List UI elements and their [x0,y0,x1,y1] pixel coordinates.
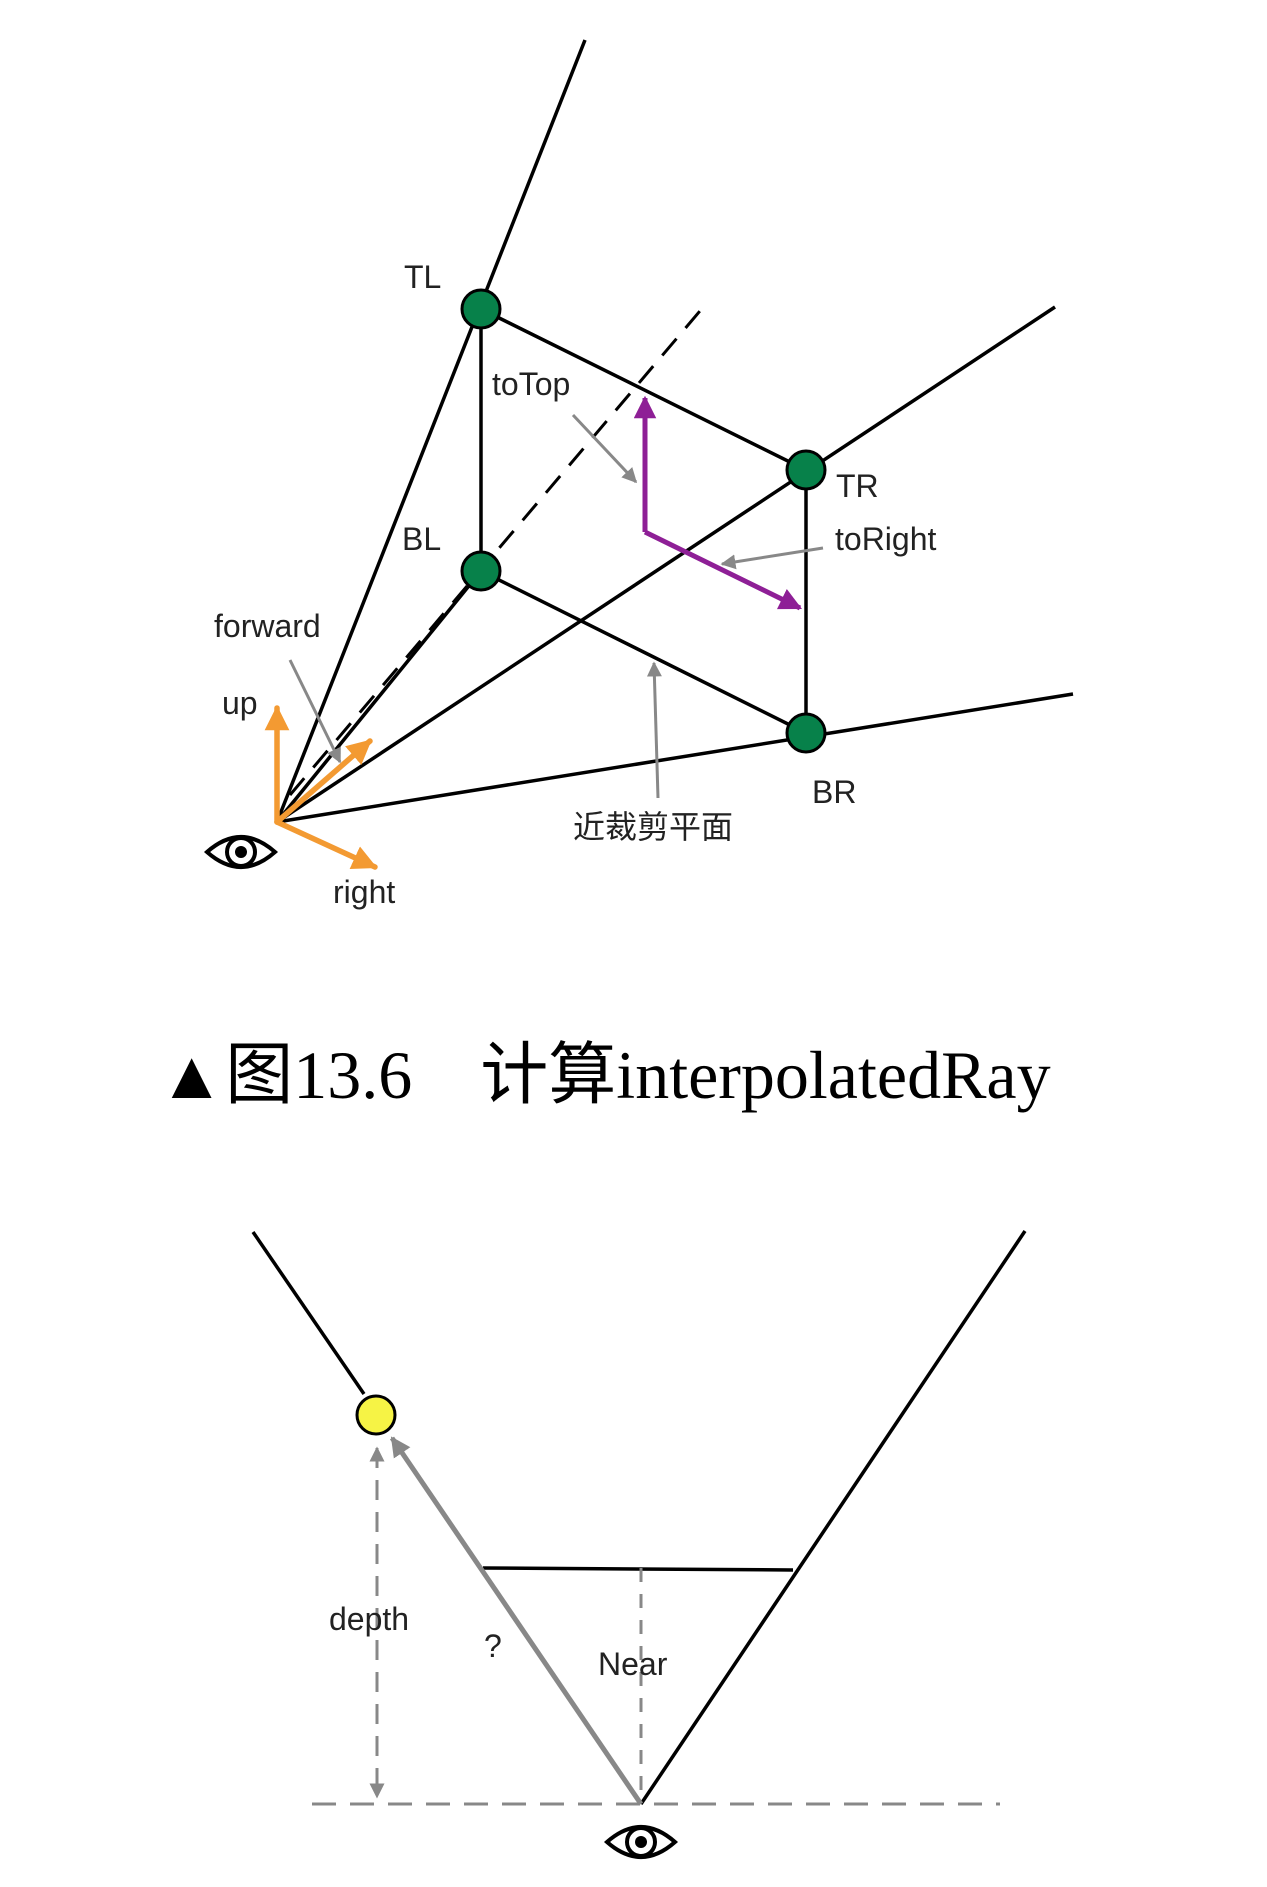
right-vector [274,819,378,870]
frustum-side-right [639,1230,1027,1805]
label-pointers [288,413,824,799]
label-to-right: toRight [835,521,937,557]
near-plane-pointer [646,661,662,799]
near-clip-plane [479,307,808,735]
label-tl: TL [404,259,441,295]
corner-nodes [460,288,827,754]
frustum-edge-top-right [276,305,1056,824]
view-frustum-sides [251,1230,1027,1805]
corner-node-br [785,712,827,754]
camera-eye-icon-2 [603,1825,679,1859]
corner-node-bl [460,550,502,592]
label-right: right [333,874,395,910]
label-up: up [222,685,258,721]
corner-node-tl [460,288,502,330]
ray-to-point [389,1436,644,1806]
scene-point [355,1394,397,1436]
frustum-edge-bottom-left [275,569,483,824]
forward-pointer [288,659,342,764]
label-forward: forward [214,608,321,644]
label-to-top: toTop [492,366,570,402]
frustum-edge-top-left [275,39,587,823]
offset-vectors [633,395,803,611]
label-tr: TR [836,468,879,504]
plane-edge-bottom [480,569,807,735]
frustum-side-left-upper [251,1231,366,1395]
camera-eye-icon [203,835,279,869]
figure-caption: ▲图13.6 计算interpolatedRay [158,1037,1051,1113]
corner-node-tr [785,449,827,491]
figure-1-frustum: TL TR BL BR toTop toRight forward up rig… [203,39,1074,910]
to-right-vector [643,529,803,611]
plane-edge-top [480,307,807,472]
forward-vector [274,738,373,825]
camera-basis [264,705,378,870]
near-plane-line [482,1566,794,1572]
frustum-edges [275,39,1074,824]
label-depth: depth [329,1601,409,1637]
figure-2-depth-reconstruction: depth ? Near [251,1230,1027,1859]
label-unknown: ? [484,1628,502,1664]
label-near-plane: 近裁剪平面 [573,809,733,845]
label-br: BR [812,774,856,810]
label-near: Near [598,1646,668,1682]
label-bl: BL [402,521,441,557]
to-top-pointer [571,413,638,484]
to-right-pointer [720,546,824,570]
frustum-edge-bottom-right [276,692,1074,824]
